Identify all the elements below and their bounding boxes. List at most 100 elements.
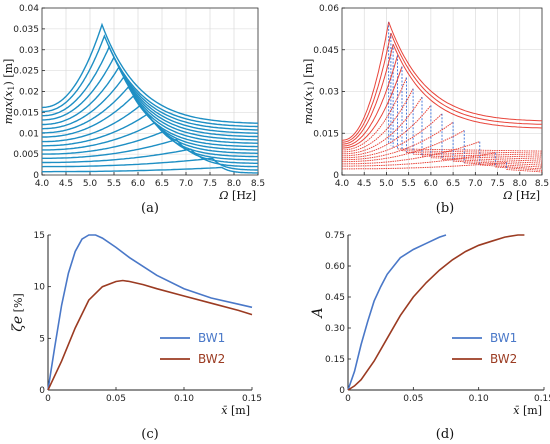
response-curve-tail: [406, 152, 542, 156]
response-curve: [342, 121, 454, 161]
y-axis-label-sub: 1: [7, 86, 16, 91]
x-tick-label: 7.5: [203, 179, 217, 189]
y-tick-label: 0.025: [13, 67, 39, 77]
y-tick-label: 0.015: [313, 129, 339, 139]
x-tick-label: 5.0: [83, 179, 98, 189]
x-axis-label: Ω [Hz]: [218, 189, 256, 202]
chart-c: 0 0.05 0.10 0.15 0 5 10 15 x̄ [m] ζe [%] (c) BW1 BW2: [10, 231, 262, 442]
y-tick-label: 0: [33, 171, 39, 181]
y-axis-label-main: ζe: [10, 316, 26, 332]
y-axis-label-main: max(x: [2, 90, 15, 124]
panel-caption: (c): [141, 427, 158, 442]
response-curve: [42, 85, 259, 144]
chart-d: 0 0.05 0.10 0.15 0 0.15 0.30 0.45 0.60 0.75 x̄ [m]…: [310, 231, 550, 442]
x-tick-label: 0: [45, 394, 51, 404]
series-line-bw2: [347, 234, 525, 391]
y-tick-label: 0: [339, 386, 345, 396]
response-curve: [42, 166, 258, 174]
response-curve: [41, 157, 258, 171]
legend-label: BW1: [490, 331, 517, 345]
series-line-bw2: [47, 279, 253, 391]
response-curve: [42, 148, 259, 168]
x-axis-label-unit: [m]: [227, 404, 250, 417]
series-line-bw1: [47, 234, 253, 391]
response-curve: [42, 65, 259, 138]
x-axis-label: Ω [Hz]: [502, 189, 540, 202]
x-tick-label: 5.5: [107, 179, 121, 189]
x-axis-label: x̄ [m]: [513, 404, 542, 417]
response-curve: [342, 21, 390, 141]
response-curve-tail: [442, 159, 543, 164]
x-tick-label: 0.05: [106, 394, 126, 404]
response-curve: [42, 104, 258, 151]
response-curve: [42, 121, 258, 158]
x-axis-label-symbol: Ω: [218, 189, 228, 202]
x-axis-label-symbol: x̄: [221, 404, 228, 417]
x-tick-label: 5.0: [379, 179, 394, 189]
y-tick-label: 0.01: [19, 129, 39, 139]
x-axis-label-symbol: x̄: [513, 404, 520, 417]
series-line-bw1: [347, 234, 447, 391]
response-curve-tail: [495, 166, 542, 171]
legend-label: BW2: [490, 352, 517, 366]
panel-caption: (b): [436, 201, 454, 216]
response-curve: [42, 55, 259, 134]
x-axis-label: x̄ [m]: [221, 404, 250, 417]
response-curve-tail: [402, 150, 542, 154]
y-tick-label: 0.45: [325, 293, 345, 303]
response-curve-tail: [464, 162, 542, 168]
y-axis-label: ζe [%]: [10, 293, 26, 331]
response-curve: [42, 138, 258, 164]
y-axis-label-sub: 1: [307, 86, 316, 91]
legend-label: BW1: [198, 331, 225, 345]
y-axis-label: max(x1) [m]: [2, 59, 16, 125]
y-tick-label: 0.06: [319, 4, 339, 14]
x-tick-label: 0.15: [534, 394, 550, 404]
x-axis-label-symbol: Ω: [502, 189, 512, 202]
x-tick-label: 0.15: [242, 394, 262, 404]
response-curve-tail: [506, 169, 542, 173]
response-curve: [42, 45, 258, 131]
x-tick-label: 6.5: [446, 179, 460, 189]
x-tick-label: 0: [345, 394, 351, 404]
response-curve: [341, 55, 399, 147]
response-curve: [42, 130, 259, 161]
response-curve: [342, 66, 403, 149]
y-tick-label: 0: [333, 171, 339, 181]
response-curve: [342, 77, 407, 151]
y-tick-label: 0.03: [19, 46, 39, 56]
response-curve-tail: [390, 32, 542, 125]
response-curve-tail: [392, 43, 543, 129]
x-tick-label: 0.10: [174, 394, 194, 404]
y-tick-label: 0.04: [19, 4, 39, 14]
y-tick-label: 15: [34, 231, 45, 241]
y-tick-label: 0.30: [325, 324, 345, 334]
x-tick-label: 4.0: [35, 179, 50, 189]
response-curve: [342, 130, 465, 163]
y-tick-label: 0.02: [19, 88, 39, 98]
response-curve-tail: [479, 164, 543, 170]
response-curve: [342, 96, 423, 155]
response-curve-tail: [430, 157, 543, 162]
response-curve: [342, 88, 414, 153]
response-curve: [42, 22, 258, 124]
panel-caption: (a): [141, 201, 159, 216]
response-curve: [342, 113, 443, 159]
response-curve-tail: [422, 155, 543, 160]
response-curve: [342, 105, 432, 157]
response-curve: [342, 141, 480, 165]
y-axis-label-main: A: [310, 307, 326, 319]
response-curve-tail: [388, 21, 542, 122]
x-tick-label: 0.05: [403, 394, 423, 404]
response-curve: [42, 75, 258, 141]
y-tick-label: 0.045: [313, 46, 339, 56]
legend-label: BW2: [198, 352, 225, 366]
y-axis-label-unit: ) [m]: [2, 59, 15, 86]
y-axis-label-main: max(x: [302, 90, 315, 124]
x-tick-label: 8.5: [251, 179, 265, 189]
y-tick-label: 0.60: [325, 262, 345, 272]
response-curve: [42, 113, 258, 154]
x-tick-label: 8.0: [513, 179, 528, 189]
y-axis-label-unit: ) [m]: [302, 59, 315, 86]
